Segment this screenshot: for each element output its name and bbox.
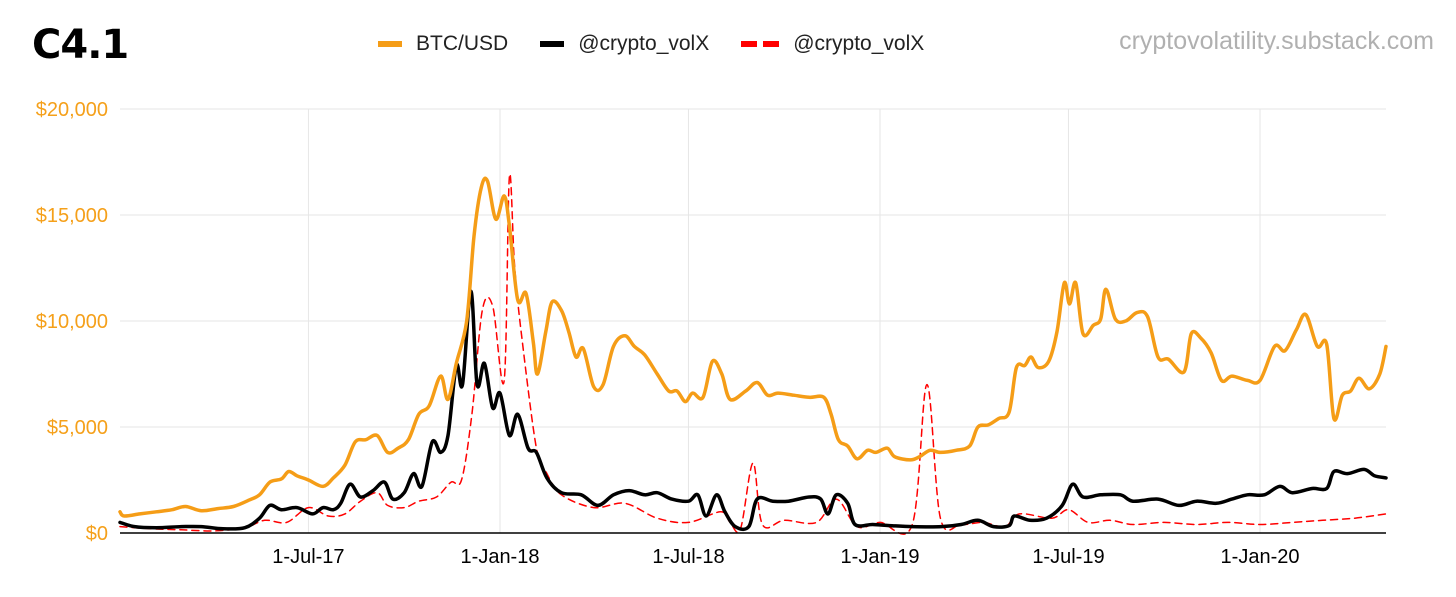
crypto-volx-line	[118, 289, 1388, 532]
legend-label-volx: @crypto_volX	[578, 32, 710, 55]
source-credit: cryptovolatility.substack.com	[1119, 27, 1434, 55]
x-tick-label: 1-Jul-17	[272, 546, 344, 568]
y-tick-label: $20,000	[36, 99, 108, 121]
crypto-volx-dashed-line	[119, 173, 1387, 535]
legend: BTC/USD @crypto_volX @crypto_volX	[378, 32, 924, 56]
y-tick-label: $5,000	[47, 417, 108, 439]
x-tick-label: 1-Jan-20	[1221, 546, 1300, 568]
chart-label: C4.1	[32, 22, 129, 68]
legend-swatch-volx	[540, 41, 565, 47]
legend-item-volx-dashed: @crypto_volX	[741, 32, 924, 56]
legend-swatch-volx-dashed	[741, 41, 780, 47]
legend-item-btc: BTC/USD	[378, 32, 508, 56]
y-tick-label: $15,000	[36, 205, 108, 227]
btc-usd-line	[118, 176, 1388, 518]
y-tick-label: $10,000	[36, 311, 108, 333]
x-tick-label: 1-Jan-19	[841, 546, 920, 568]
x-tick-label: 1-Jul-18	[652, 546, 724, 568]
legend-label-volx-dashed: @crypto_volX	[793, 32, 925, 55]
legend-item-volx: @crypto_volX	[540, 32, 709, 56]
legend-label-btc: BTC/USD	[416, 32, 509, 55]
y-tick-label: $0	[86, 523, 108, 545]
x-tick-label: 1-Jan-18	[461, 546, 540, 568]
legend-swatch-btc	[378, 41, 402, 47]
x-tick-label: 1-Jul-19	[1032, 546, 1104, 568]
